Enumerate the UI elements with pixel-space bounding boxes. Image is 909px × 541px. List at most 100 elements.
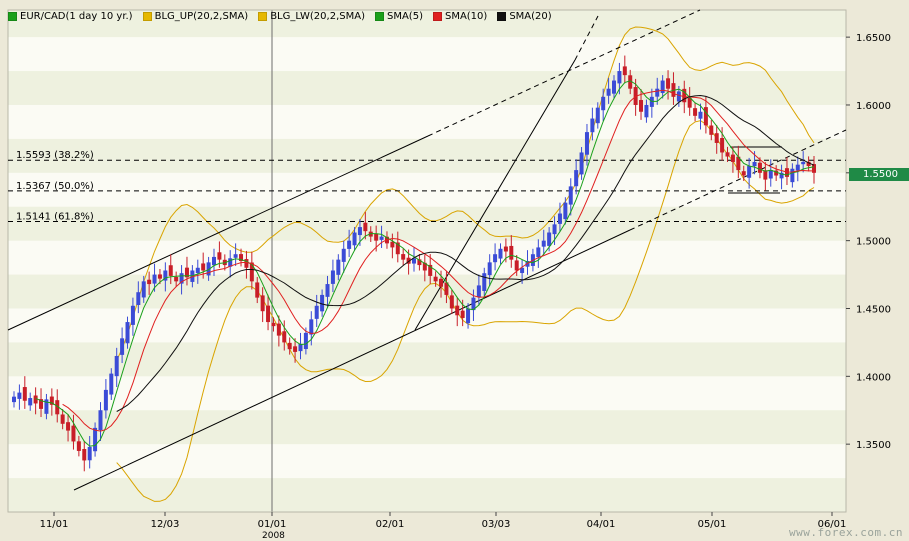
- candle-body: [687, 97, 692, 108]
- candle-body: [347, 240, 352, 249]
- legend-label: SMA(5): [386, 10, 423, 22]
- candle-body: [725, 152, 730, 157]
- candle: [628, 69, 633, 95]
- candle-body: [622, 66, 627, 76]
- candle-body: [195, 267, 200, 274]
- candle-body: [336, 259, 341, 275]
- candle: [795, 156, 800, 182]
- candle-body: [639, 100, 644, 112]
- candle-body: [747, 166, 752, 178]
- candle-body: [557, 213, 562, 224]
- legend-label: SMA(20): [509, 10, 552, 22]
- candle: [493, 243, 498, 271]
- candle: [498, 243, 503, 264]
- candle-body: [482, 273, 487, 291]
- sma5-line: [35, 80, 815, 447]
- legend-entry: SMA(5): [374, 10, 423, 22]
- candle: [206, 256, 211, 281]
- candle-body: [644, 104, 649, 118]
- x-tick-label: 11/01: [40, 519, 69, 530]
- candle: [747, 157, 752, 189]
- candle-body: [590, 118, 595, 133]
- candle: [698, 103, 703, 130]
- candle-body: [39, 399, 44, 409]
- candle-body: [520, 267, 525, 274]
- candle-body: [341, 248, 346, 262]
- candle-body: [471, 297, 476, 311]
- grid-band: [8, 71, 846, 105]
- candle-body: [498, 248, 503, 259]
- candle-body: [266, 305, 271, 323]
- candle: [741, 165, 746, 181]
- candle-body: [444, 282, 449, 295]
- candle: [557, 202, 562, 233]
- candle-body: [395, 242, 400, 255]
- candle-body: [152, 274, 157, 284]
- candle: [141, 275, 146, 303]
- legend-label: BLG_UP(20,2,SMA): [154, 10, 249, 22]
- candle-body: [806, 161, 811, 167]
- candle-body: [568, 186, 573, 205]
- candle: [163, 262, 168, 292]
- candle: [455, 297, 460, 327]
- candle: [136, 281, 141, 314]
- bollinger-lower: [116, 120, 815, 502]
- candle-body: [493, 254, 498, 263]
- candle-body: [330, 270, 335, 284]
- candle-body: [184, 267, 189, 278]
- candle-body: [655, 88, 660, 97]
- candle: [82, 440, 87, 472]
- candle-body: [606, 88, 611, 96]
- candle: [293, 338, 298, 363]
- candle-body: [168, 265, 173, 276]
- legend-entry: BLG_LW(20,2,SMA): [258, 11, 365, 22]
- candle: [168, 254, 173, 285]
- candle-body: [563, 202, 568, 220]
- candle: [768, 159, 773, 187]
- candle: [536, 239, 541, 268]
- fib-label: 1.5593 (38.2%): [16, 150, 94, 161]
- candle-body: [174, 277, 179, 282]
- candle-body: [147, 279, 152, 285]
- candle-body: [298, 343, 303, 352]
- candle-body: [76, 441, 81, 451]
- candle: [422, 254, 427, 282]
- candle-body: [309, 319, 314, 335]
- grid-band: [8, 138, 846, 173]
- candle-body: [179, 273, 184, 284]
- candle-body: [363, 222, 368, 232]
- candle-body: [320, 294, 325, 312]
- candle: [271, 317, 276, 332]
- candle-body: [476, 285, 481, 298]
- candle: [703, 96, 708, 134]
- legend-swatch: [258, 11, 268, 21]
- candle: [44, 393, 49, 420]
- candle-body: [82, 449, 87, 461]
- candle-body: [703, 107, 708, 126]
- candle-body: [682, 88, 687, 103]
- y-tick-label: 1.4000: [856, 372, 891, 383]
- candle: [763, 162, 768, 191]
- x-tick-label: 02/01: [376, 519, 405, 530]
- candle: [66, 414, 71, 442]
- candle-body: [439, 278, 444, 287]
- candle-body: [287, 342, 292, 350]
- candle: [314, 294, 319, 328]
- bollinger-upper: [116, 26, 815, 361]
- candle: [574, 159, 579, 195]
- candle-body: [720, 138, 725, 153]
- candle-body: [514, 260, 519, 271]
- candle: [93, 422, 98, 457]
- fib-label: 1.5141 (61.8%): [16, 212, 94, 223]
- candle: [109, 368, 114, 400]
- candle: [320, 289, 325, 317]
- candle-body: [660, 80, 665, 94]
- candle: [260, 287, 265, 323]
- candle: [563, 197, 568, 225]
- candle: [622, 55, 627, 84]
- grid-band: [8, 410, 846, 445]
- legend-entry: SMA(20): [497, 10, 552, 22]
- candle: [347, 229, 352, 258]
- candle: [87, 436, 92, 469]
